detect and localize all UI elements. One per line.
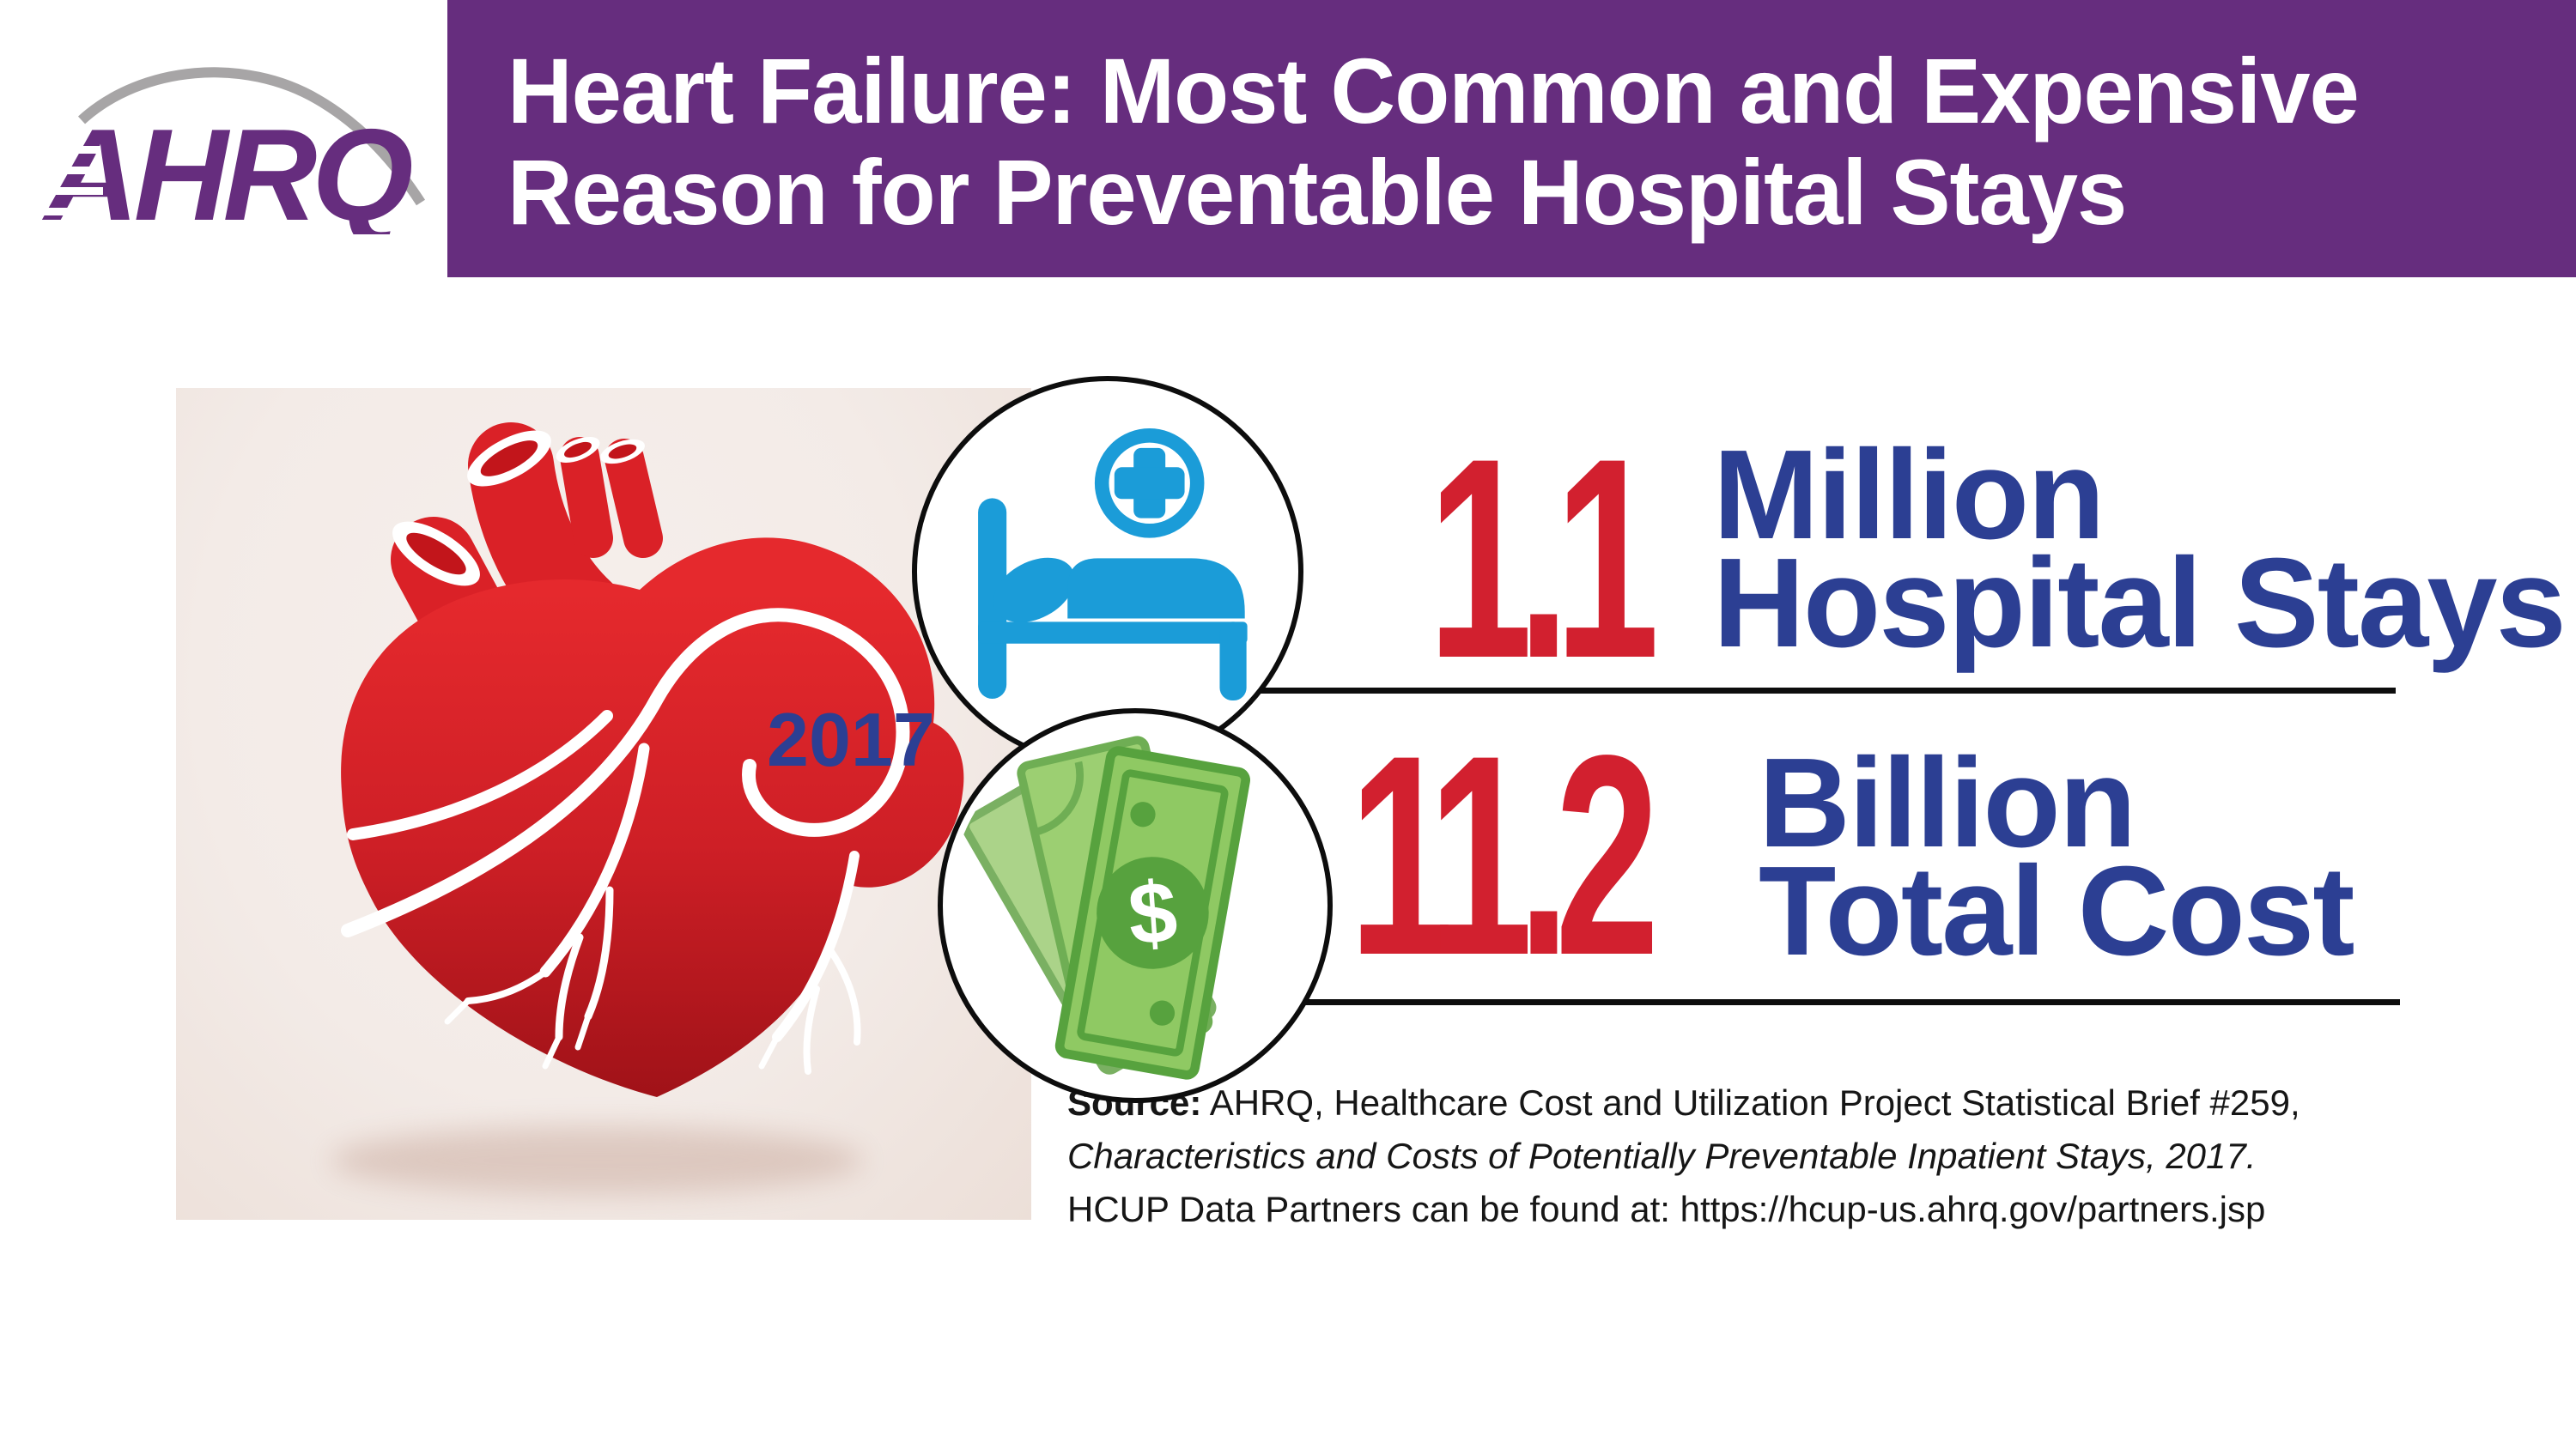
page-title: Heart Failure: Most Common and Expensive… [507,39,2360,244]
heart-icon [331,422,964,1195]
logo-a-stripes [26,146,105,215]
heart-body [341,537,964,1097]
title-banner: Heart Failure: Most Common and Expensive… [447,0,2576,277]
heart-illustration-panel [176,388,1031,1220]
hospital-stays-unit-line2: Hospital Stays [1713,532,2567,674]
hospital-stays-caption: Million Hospital Stays [1713,424,2567,674]
logo-arc [77,67,426,206]
source-line-1-text: AHRQ, Healthcare Cost and Utilization Pr… [1201,1082,2300,1123]
coronary-arteries [444,743,861,1075]
total-cost-circle: $ [938,708,1333,1103]
total-cost-unit-line1: Billion [1759,732,2136,874]
dollar-sign: $ [1125,864,1180,964]
ahrq-logo-icon: AHRQ [26,67,426,248]
total-cost-caption: Billion Total Cost [1759,732,2355,982]
heart-outlines [341,608,910,937]
hospital-stays-unit-line1: Million [1713,424,2105,566]
total-cost-value: 11.2 [1349,696,1660,1015]
hospital-stays-circle [912,376,1303,767]
heart-shadow [331,1126,863,1195]
source-line-3: HCUP Data Partners can be found at: http… [1067,1189,2266,1229]
title-line-2: Reason for Preventable Hospital Stays [507,140,2127,244]
source-line-2: Characteristics and Costs of Potentially… [1067,1136,2257,1176]
year-label: 2017 [767,697,935,782]
divider-line-1 [1219,688,2396,694]
source-note: Source: AHRQ, Healthcare Cost and Utiliz… [1067,1076,2300,1236]
ahrq-logo: AHRQ [26,50,442,248]
hospital-bed-icon [978,428,1248,700]
divider-line-2 [1245,999,2400,1005]
total-cost-unit-line2: Total Cost [1759,840,2355,982]
money-icon: $ [961,736,1250,1080]
hospital-stays-value: 1.1 [1428,399,1660,718]
title-line-1: Heart Failure: Most Common and Expensive [507,39,2360,142]
dollar-bill-front: $ [1054,746,1250,1080]
logo-text: AHRQ [41,102,411,234]
